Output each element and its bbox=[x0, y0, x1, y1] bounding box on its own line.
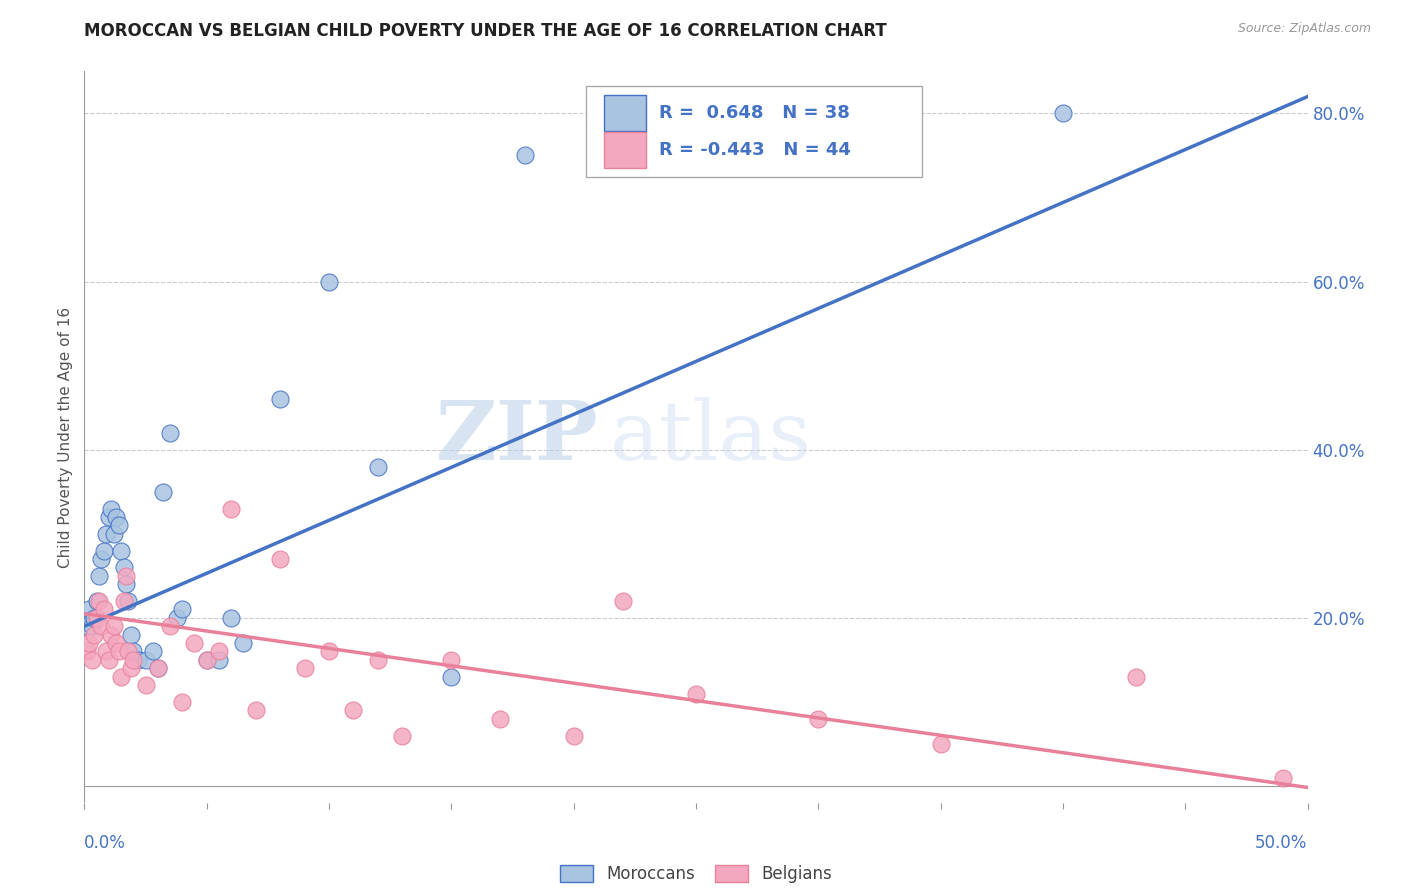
Point bbox=[159, 619, 181, 633]
Point bbox=[86, 611, 108, 625]
Point bbox=[103, 619, 125, 633]
Point bbox=[93, 543, 115, 558]
Point bbox=[103, 526, 125, 541]
Point bbox=[117, 594, 139, 608]
Point bbox=[807, 712, 830, 726]
Point bbox=[183, 636, 205, 650]
Point bbox=[135, 653, 157, 667]
Point bbox=[195, 653, 218, 667]
Point bbox=[172, 695, 194, 709]
Point bbox=[929, 737, 952, 751]
Point bbox=[122, 653, 145, 667]
Point bbox=[120, 627, 142, 641]
Point bbox=[142, 644, 165, 658]
Point bbox=[146, 661, 169, 675]
Point bbox=[107, 518, 129, 533]
Point bbox=[146, 661, 169, 675]
Point bbox=[232, 636, 254, 650]
Text: 0.0%: 0.0% bbox=[84, 834, 127, 852]
Point bbox=[172, 602, 194, 616]
Text: ZIP: ZIP bbox=[436, 397, 598, 477]
FancyBboxPatch shape bbox=[605, 132, 645, 168]
Point bbox=[489, 712, 512, 726]
Point bbox=[440, 670, 463, 684]
Text: atlas: atlas bbox=[610, 397, 813, 477]
Point bbox=[87, 594, 110, 608]
Point bbox=[80, 653, 103, 667]
Point bbox=[97, 653, 120, 667]
Point bbox=[166, 611, 188, 625]
Point bbox=[96, 644, 118, 658]
Point bbox=[1272, 771, 1295, 785]
Point bbox=[159, 425, 181, 440]
Point bbox=[342, 703, 364, 717]
Point bbox=[100, 627, 122, 641]
Point bbox=[245, 703, 267, 717]
Point bbox=[76, 619, 98, 633]
Point bbox=[110, 543, 132, 558]
Text: Source: ZipAtlas.com: Source: ZipAtlas.com bbox=[1237, 22, 1371, 36]
Point bbox=[96, 526, 118, 541]
Point bbox=[513, 148, 536, 162]
Point bbox=[83, 627, 105, 641]
Point bbox=[112, 594, 135, 608]
Point bbox=[367, 653, 389, 667]
Point bbox=[112, 560, 135, 574]
Point bbox=[110, 670, 132, 684]
Point bbox=[90, 619, 112, 633]
Point bbox=[105, 636, 128, 650]
Point bbox=[77, 602, 100, 616]
Point bbox=[1125, 670, 1147, 684]
Point bbox=[440, 653, 463, 667]
Point bbox=[219, 611, 242, 625]
Point bbox=[208, 653, 231, 667]
Point bbox=[1052, 106, 1074, 120]
Point bbox=[100, 501, 122, 516]
FancyBboxPatch shape bbox=[586, 86, 922, 178]
Point bbox=[80, 619, 103, 633]
Point bbox=[93, 602, 115, 616]
Point bbox=[77, 636, 100, 650]
Point bbox=[90, 552, 112, 566]
Point bbox=[117, 644, 139, 658]
Point bbox=[208, 644, 231, 658]
Text: R = -0.443   N = 44: R = -0.443 N = 44 bbox=[659, 141, 851, 159]
Point bbox=[685, 686, 707, 700]
Legend: Moroccans, Belgians: Moroccans, Belgians bbox=[553, 858, 839, 889]
Point bbox=[76, 644, 98, 658]
Text: R =  0.648   N = 38: R = 0.648 N = 38 bbox=[659, 104, 851, 122]
Point bbox=[122, 644, 145, 658]
Point bbox=[97, 510, 120, 524]
Point bbox=[318, 644, 340, 658]
Text: 50.0%: 50.0% bbox=[1256, 834, 1308, 852]
Point bbox=[115, 577, 138, 591]
Point bbox=[115, 569, 138, 583]
Text: MOROCCAN VS BELGIAN CHILD POVERTY UNDER THE AGE OF 16 CORRELATION CHART: MOROCCAN VS BELGIAN CHILD POVERTY UNDER … bbox=[84, 22, 887, 40]
FancyBboxPatch shape bbox=[605, 95, 645, 131]
Point bbox=[367, 459, 389, 474]
Point bbox=[127, 653, 149, 667]
Point bbox=[294, 661, 316, 675]
Point bbox=[107, 644, 129, 658]
Point bbox=[612, 594, 634, 608]
Point bbox=[195, 653, 218, 667]
Point bbox=[87, 569, 110, 583]
Point bbox=[219, 501, 242, 516]
Y-axis label: Child Poverty Under the Age of 16: Child Poverty Under the Age of 16 bbox=[58, 307, 73, 567]
Point bbox=[83, 611, 105, 625]
Point bbox=[318, 275, 340, 289]
Point bbox=[135, 678, 157, 692]
Point bbox=[562, 729, 585, 743]
Point bbox=[391, 729, 413, 743]
Point bbox=[269, 392, 291, 407]
Point bbox=[105, 510, 128, 524]
Point bbox=[269, 552, 291, 566]
Point bbox=[152, 484, 174, 499]
Point bbox=[86, 594, 108, 608]
Point bbox=[120, 661, 142, 675]
